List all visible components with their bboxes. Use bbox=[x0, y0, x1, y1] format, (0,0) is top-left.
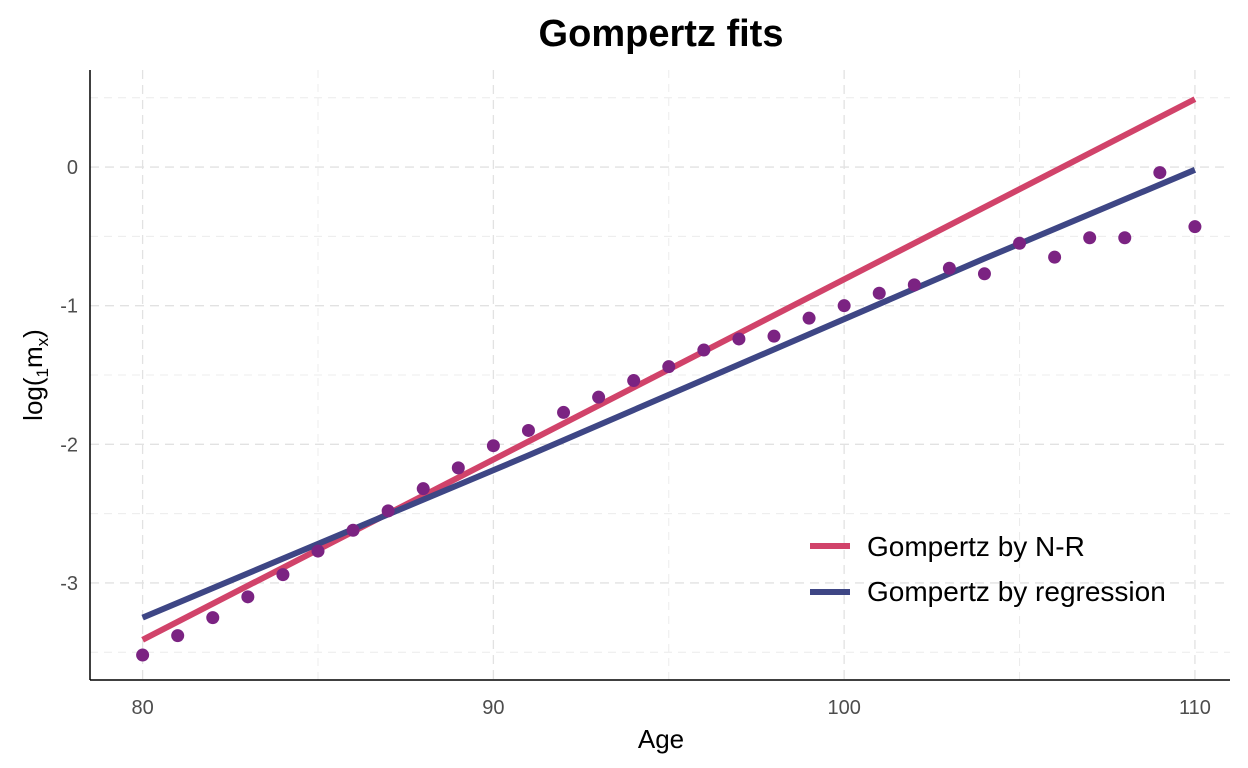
y-tick-label: -3 bbox=[60, 573, 78, 595]
legend-label-nr: Gompertz by N-R bbox=[867, 531, 1085, 562]
x-tick-label: 80 bbox=[131, 697, 153, 719]
data-point bbox=[451, 461, 465, 475]
legend-label-regression: Gompertz by regression bbox=[867, 576, 1166, 607]
data-point bbox=[662, 360, 676, 374]
data-point bbox=[521, 423, 535, 437]
x-tick-label: 90 bbox=[482, 697, 504, 719]
y-tick-label: -2 bbox=[60, 434, 78, 456]
grid bbox=[90, 70, 1230, 680]
data-point bbox=[486, 439, 500, 453]
data-point bbox=[241, 590, 255, 604]
data-point bbox=[592, 390, 606, 404]
y-axis-title-main: m bbox=[18, 346, 48, 368]
chart-title: Gompertz fits bbox=[539, 13, 784, 55]
data-point bbox=[311, 544, 325, 558]
y-axis-title-base: log( bbox=[18, 377, 48, 421]
axes bbox=[89, 70, 1230, 681]
data-point bbox=[1013, 236, 1027, 250]
data-point bbox=[627, 374, 641, 388]
y-axis-title-postsub: x bbox=[33, 337, 52, 346]
y-axis-title-close: ) bbox=[18, 329, 48, 338]
y-tick-label: 0 bbox=[67, 157, 78, 179]
data-point bbox=[907, 278, 921, 292]
data-point bbox=[416, 482, 430, 496]
points-layer bbox=[136, 166, 1202, 662]
data-point bbox=[837, 299, 851, 313]
data-point bbox=[1048, 250, 1062, 264]
data-point bbox=[381, 504, 395, 518]
data-point bbox=[1083, 231, 1097, 245]
y-tick-label: -1 bbox=[60, 296, 78, 318]
data-point bbox=[1153, 166, 1167, 180]
data-point bbox=[1188, 220, 1202, 234]
data-point bbox=[206, 611, 220, 625]
data-point bbox=[942, 261, 956, 275]
x-tick-label: 110 bbox=[1179, 697, 1211, 719]
data-point bbox=[346, 523, 360, 537]
series-line-1 bbox=[141, 167, 1197, 621]
data-point bbox=[977, 267, 991, 281]
data-point bbox=[276, 568, 290, 582]
data-point bbox=[802, 311, 816, 325]
y-axis-title-presub: 1 bbox=[33, 368, 52, 377]
data-point bbox=[767, 329, 781, 343]
ticks: 80 90 100 110 0 -1 -2 -3 bbox=[60, 157, 1211, 719]
data-point bbox=[732, 332, 746, 346]
data-point bbox=[1118, 231, 1132, 245]
x-axis-title: Age bbox=[638, 724, 684, 754]
data-point bbox=[136, 648, 150, 662]
y-axis-title: log(1mx) bbox=[18, 329, 52, 421]
data-point bbox=[171, 629, 185, 643]
data-point bbox=[872, 286, 886, 300]
data-point bbox=[697, 343, 711, 357]
legend: Gompertz by N-R Gompertz by regression bbox=[810, 531, 1166, 607]
x-tick-label: 100 bbox=[827, 697, 860, 719]
data-point bbox=[557, 405, 571, 419]
